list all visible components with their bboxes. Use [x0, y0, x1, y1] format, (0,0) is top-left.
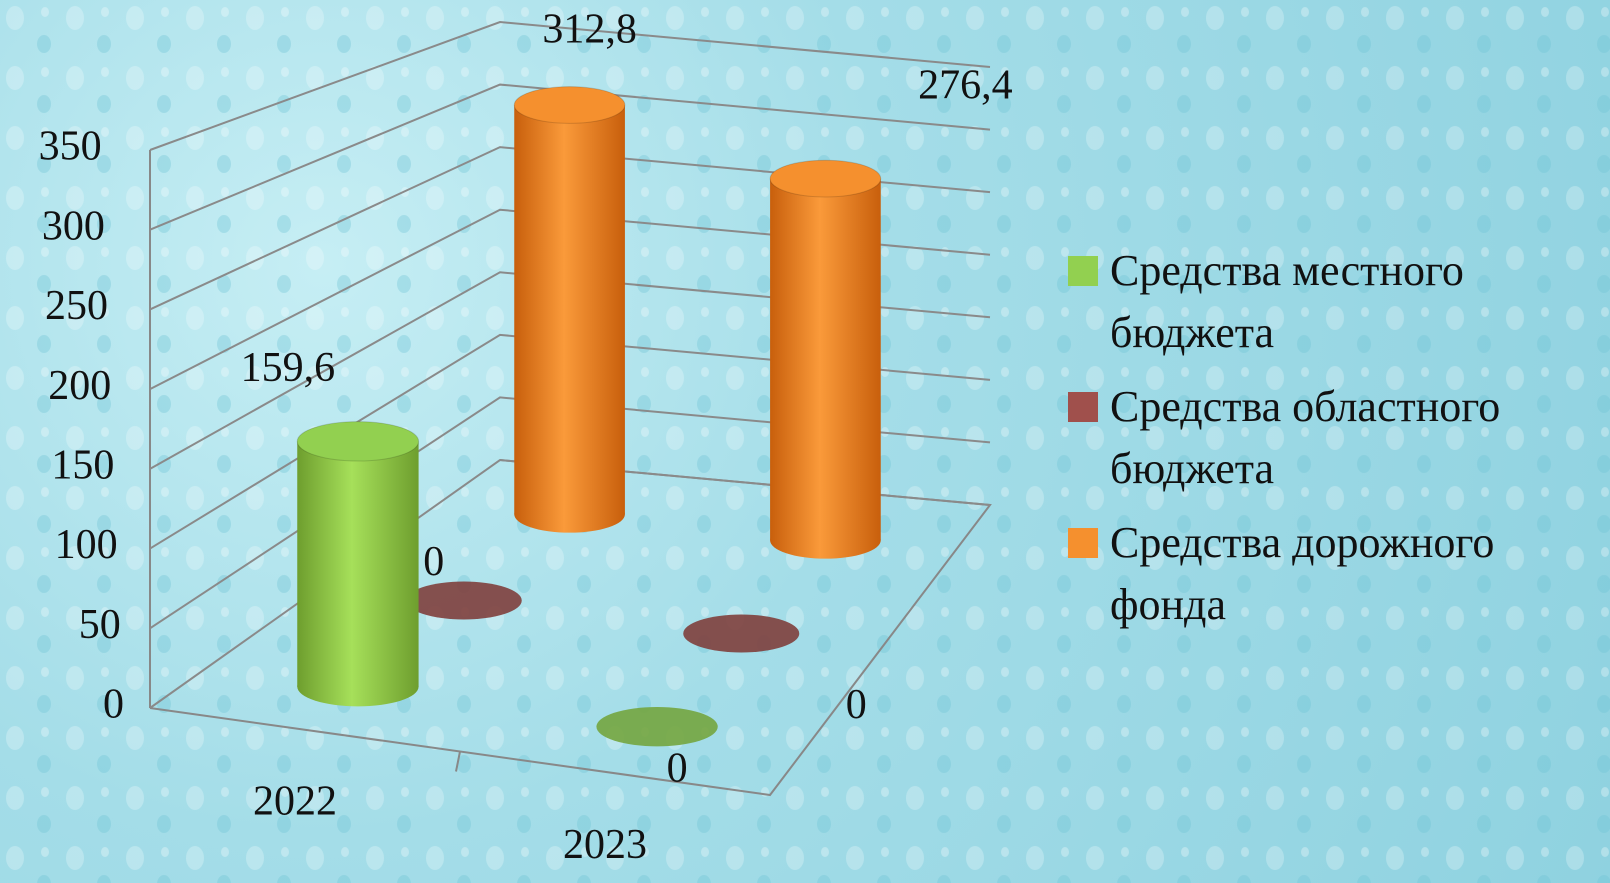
- y-tick-label: 250: [45, 283, 108, 329]
- cylinder-body: [770, 178, 881, 541]
- cylinder: [513, 86, 626, 533]
- legend-swatch: [1068, 392, 1098, 422]
- x-tick-label: 2022: [253, 778, 337, 824]
- cylinder: [405, 581, 522, 620]
- data-label: 312,8: [542, 7, 637, 53]
- legend-label: Средства дорожного фонда: [1110, 518, 1495, 629]
- cylinder-top: [769, 159, 882, 198]
- legend-item: Средства дорожного фонда: [1068, 512, 1548, 636]
- grid-line: [149, 83, 991, 231]
- cylinder: [769, 159, 882, 559]
- legend-item: Средства местного бюджета: [1068, 240, 1548, 364]
- data-label: 0: [667, 745, 688, 791]
- y-tick-label: 150: [51, 442, 114, 488]
- legend-swatch: [1068, 528, 1098, 558]
- cylinder-top: [596, 707, 718, 747]
- y-tick-label: 100: [55, 522, 118, 568]
- cylinder-top: [513, 86, 626, 124]
- y-tick-label: 300: [42, 203, 105, 249]
- data-label: 0: [846, 682, 867, 728]
- legend-label: Средства местного бюджета: [1110, 246, 1464, 357]
- data-label: 0: [423, 539, 444, 585]
- cylinder-body: [514, 105, 625, 515]
- cylinder-top: [683, 614, 800, 653]
- cylinder-top: [405, 581, 522, 620]
- data-label: 159,6: [241, 345, 336, 391]
- legend: Средства местного бюджета Средства област…: [1068, 240, 1548, 648]
- x-tick: [455, 751, 461, 772]
- y-tick-label: 50: [79, 602, 121, 648]
- cylinder-top: [296, 421, 420, 462]
- cylinder: [296, 421, 420, 707]
- legend-label: Средства областного бюджета: [1110, 382, 1501, 493]
- grid-line: [149, 20, 991, 151]
- x-tick-label: 2023: [563, 822, 647, 868]
- data-label: 276,4: [918, 62, 1013, 108]
- legend-item: Средства областного бюджета: [1068, 376, 1548, 500]
- y-tick-label: 200: [48, 363, 111, 409]
- y-tick-label: 0: [103, 682, 124, 728]
- cylinder: [683, 614, 800, 653]
- cylinder-body: [297, 441, 419, 687]
- legend-swatch: [1068, 256, 1098, 286]
- y-tick-label: 350: [39, 124, 102, 170]
- cylinder: [596, 707, 718, 747]
